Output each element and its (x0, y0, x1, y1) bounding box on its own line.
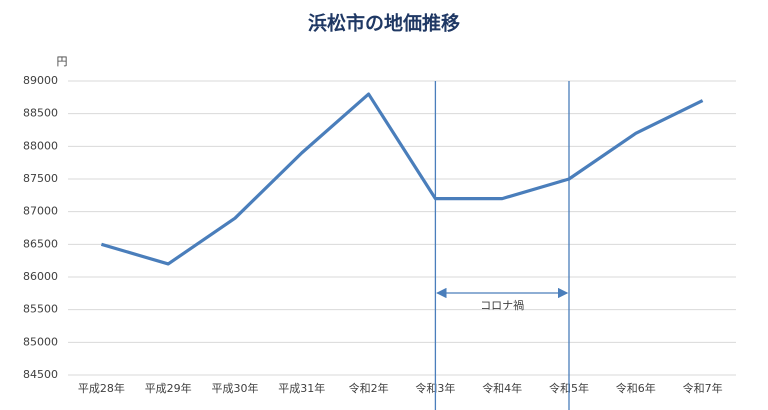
y-tick-label: 87000 (23, 205, 58, 218)
y-tick-label: 86000 (23, 270, 58, 283)
y-tick-label: 87500 (23, 172, 58, 185)
x-tick-label: 令和4年 (482, 381, 522, 395)
y-tick-label: 88000 (23, 139, 58, 152)
data-line (100, 92, 704, 266)
x-tick-label: 令和7年 (683, 381, 723, 395)
x-tick-label: 令和2年 (349, 381, 389, 395)
x-tick-label: 平成30年 (212, 381, 259, 395)
x-tick-label: 平成28年 (78, 381, 125, 395)
y-tick-label: 88500 (23, 107, 58, 120)
x-tick-label: 平成31年 (278, 381, 325, 395)
y-tick-label: 84500 (23, 368, 58, 381)
y-tick-label: 85500 (23, 303, 58, 316)
y-tick-label: 86500 (23, 237, 58, 250)
y-tick-label: 89000 (23, 74, 58, 87)
y-axis-label: 円 (57, 55, 68, 68)
y-tick-label: 85000 (23, 335, 58, 348)
annotation-label: コロナ禍 (480, 298, 524, 312)
chart-title: 浜松市の地価推移 (308, 12, 460, 35)
x-tick-label: 平成29年 (145, 381, 192, 395)
x-tick-label: 令和6年 (616, 381, 656, 395)
